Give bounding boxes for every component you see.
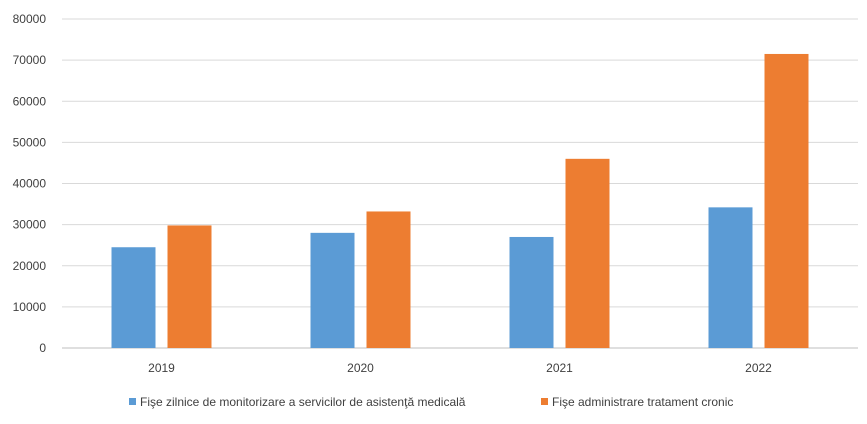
bar-2020-series-1 bbox=[310, 232, 355, 348]
x-axis-ticks: 2019 2020 2021 2022 bbox=[148, 361, 772, 375]
bar-2022-series-1 bbox=[708, 207, 753, 348]
x-tick-label: 2020 bbox=[347, 361, 374, 375]
x-tick-label: 2021 bbox=[546, 361, 573, 375]
y-tick-label: 70000 bbox=[13, 53, 47, 67]
y-tick-label: 10000 bbox=[13, 300, 47, 314]
bar-2020-series-2 bbox=[366, 211, 411, 348]
y-tick-label: 60000 bbox=[13, 94, 47, 108]
bar-2022-series-2 bbox=[764, 53, 809, 349]
y-tick-label: 80000 bbox=[13, 12, 47, 26]
legend-swatch-series-2 bbox=[541, 398, 548, 405]
y-tick-label: 40000 bbox=[13, 177, 47, 191]
bar-2021-series-1 bbox=[509, 236, 554, 348]
y-tick-label: 0 bbox=[39, 341, 46, 355]
bar-2019-series-1 bbox=[111, 247, 156, 348]
y-axis-ticks: 0 10000 20000 30000 40000 50000 60000 70000 8000… bbox=[13, 12, 47, 355]
legend-label-series-2: Fişe administrare tratament cronic bbox=[552, 395, 733, 409]
legend-swatch-series-1 bbox=[129, 398, 136, 405]
x-tick-label: 2022 bbox=[745, 361, 772, 375]
legend: Fişe zilnice de monitorizare a servicilo… bbox=[129, 395, 733, 409]
bar-2019-series-2 bbox=[167, 225, 212, 348]
bar-2021-series-2 bbox=[565, 158, 610, 348]
bars bbox=[111, 53, 809, 349]
legend-label-series-1: Fişe zilnice de monitorizare a servicilo… bbox=[140, 395, 466, 409]
y-tick-label: 50000 bbox=[13, 135, 47, 149]
y-tick-label: 20000 bbox=[13, 259, 47, 273]
x-tick-label: 2019 bbox=[148, 361, 175, 375]
y-tick-label: 30000 bbox=[13, 218, 47, 232]
